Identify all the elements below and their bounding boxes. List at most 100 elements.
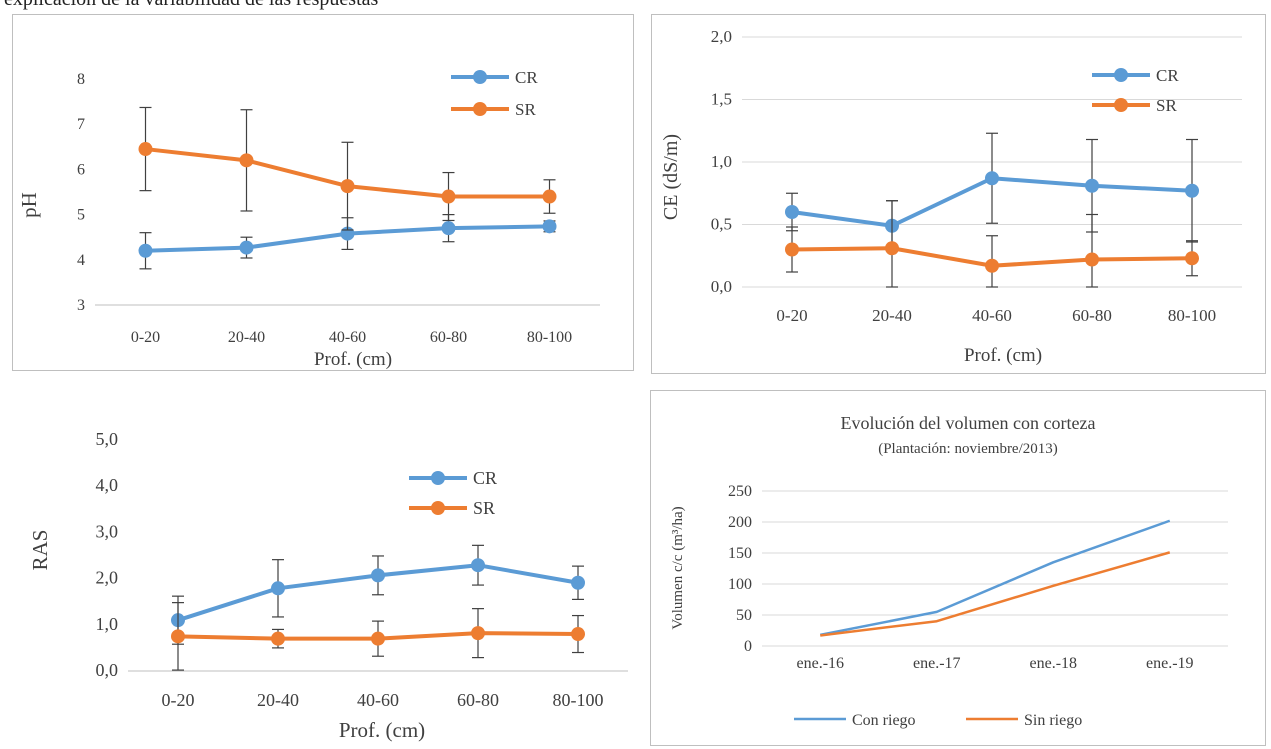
y-tick-label: 100: [728, 576, 752, 593]
cropped-caption-text: explicación de la variabilidad de las re…: [4, 0, 378, 11]
series-line-con-riego: [820, 519, 1171, 637]
x-tick-label: 0-20: [776, 306, 807, 325]
x-tick-label: ene.-19: [1146, 655, 1194, 672]
y-tick-label: 1,0: [711, 152, 732, 171]
data-point: [542, 219, 557, 234]
y-axis-title: RAS: [28, 530, 52, 571]
y-axis-title: pH: [17, 192, 41, 218]
series-line-sin-riego: [820, 551, 1171, 637]
x-axis-title: Prof. (cm): [964, 345, 1042, 366]
ce-chart-panel: 0,0 0,5 1,0 1,5 2,0 0-20 20-40 40-60 60-80 80-100…: [651, 14, 1266, 374]
x-tick-label: 60-80: [1072, 306, 1112, 325]
legend-marker: [1114, 98, 1128, 112]
ce-chart: 0,0 0,5 1,0 1,5 2,0 0-20 20-40 40-60 60-80 80-100…: [660, 27, 1242, 366]
data-point: [785, 242, 799, 257]
data-point: [441, 189, 456, 204]
volume-chart-panel: Evolución del volumen con corteza (Planta…: [650, 390, 1266, 746]
data-point: [239, 153, 254, 168]
y-tick-label: 4,0: [96, 475, 119, 495]
legend-marker: [1114, 68, 1128, 82]
data-point: [138, 243, 153, 258]
y-tick-label: 5,0: [96, 429, 119, 449]
legend-label: CR: [515, 68, 538, 87]
y-axis-title: Volumen c/c (m³/ha): [670, 506, 686, 629]
data-point: [985, 258, 999, 273]
legend-marker: [473, 70, 487, 84]
y-tick-label: 5: [77, 207, 85, 224]
x-axis-title: Prof. (cm): [314, 349, 392, 370]
data-point: [271, 581, 285, 596]
y-tick-label: 2,0: [96, 568, 119, 588]
ras-chart-panel: 0,0 1,0 2,0 3,0 4,0 5,0 0-20 20-40 40-60 60-80 80-…: [0, 390, 639, 749]
data-point: [171, 629, 185, 644]
legend-label: CR: [1156, 66, 1179, 85]
y-tick-label: 50: [736, 607, 752, 624]
data-point: [785, 205, 799, 219]
y-tick-label: 200: [728, 514, 752, 531]
data-point: [571, 627, 585, 642]
x-tick-label: 80-100: [1168, 306, 1216, 325]
legend-marker: [431, 501, 445, 515]
legend-label: SR: [1156, 96, 1177, 115]
data-point: [371, 631, 385, 646]
y-tick-label: 250: [728, 483, 752, 500]
y-axis-title: CE (dS/m): [660, 134, 682, 220]
data-point: [571, 575, 585, 590]
y-tick-label: 3: [77, 297, 85, 314]
legend-label: CR: [473, 468, 497, 488]
data-point: [985, 171, 999, 186]
x-tick-label: 20-40: [257, 690, 299, 710]
y-tick-label: 1,5: [711, 90, 732, 109]
x-tick-label: 40-60: [972, 306, 1012, 325]
data-point: [1185, 183, 1199, 198]
ph-chart-panel: 3 4 5 6 7 8 0-20 20-40 40-60 60-80 80-100 Prof. (cm…: [12, 14, 634, 371]
x-tick-label: 80-100: [527, 329, 572, 346]
y-tick-label: 6: [77, 161, 85, 178]
x-tick-label: ene.-16: [796, 655, 844, 672]
y-tick-label: 0,0: [96, 660, 119, 680]
data-point: [271, 631, 285, 646]
y-tick-label: 150: [728, 545, 752, 562]
data-point: [138, 142, 153, 157]
legend-label: Con riego: [852, 712, 916, 729]
chart-title: Evolución del volumen con corteza: [841, 413, 1096, 433]
x-tick-label: 60-80: [430, 329, 467, 346]
y-tick-label: 7: [77, 116, 85, 133]
data-point: [885, 241, 899, 256]
data-point: [441, 221, 456, 236]
x-tick-label: 40-60: [329, 329, 366, 346]
data-point: [471, 626, 485, 641]
x-tick-label: 20-40: [872, 306, 912, 325]
x-tick-label: 20-40: [228, 329, 265, 346]
volume-chart: Evolución del volumen con corteza (Planta…: [670, 413, 1228, 729]
ras-chart: 0,0 1,0 2,0 3,0 4,0 5,0 0-20 20-40 40-60 60-80 80-…: [28, 429, 628, 742]
chart-subtitle: (Plantación: noviembre/2013): [878, 441, 1058, 457]
legend-label: Sin riego: [1024, 712, 1082, 729]
x-tick-label: ene.-17: [913, 655, 961, 672]
legend-marker: [473, 102, 487, 116]
x-tick-label: ene.-18: [1029, 655, 1077, 672]
data-point: [340, 179, 355, 194]
x-tick-label: 0-20: [162, 690, 195, 710]
y-tick-label: 4: [77, 252, 85, 269]
data-point: [239, 240, 254, 255]
y-tick-label: 2,0: [711, 27, 732, 46]
x-tick-label: 80-100: [553, 690, 604, 710]
x-axis-title: Prof. (cm): [339, 718, 425, 742]
data-point: [471, 558, 485, 573]
data-point: [1085, 252, 1099, 267]
legend-label: SR: [473, 498, 495, 518]
x-tick-label: 40-60: [357, 690, 399, 710]
y-tick-label: 1,0: [96, 614, 119, 634]
data-point: [371, 568, 385, 583]
x-tick-label: 0-20: [131, 329, 160, 346]
x-tick-label: 60-80: [457, 690, 499, 710]
y-tick-label: 0: [744, 638, 752, 655]
y-tick-label: 0,0: [711, 277, 732, 296]
legend-marker: [431, 471, 445, 485]
legend-label: SR: [515, 100, 536, 119]
y-tick-label: 0,5: [711, 215, 732, 234]
data-point: [542, 189, 557, 204]
data-point: [1185, 251, 1199, 266]
y-tick-label: 8: [77, 71, 85, 88]
